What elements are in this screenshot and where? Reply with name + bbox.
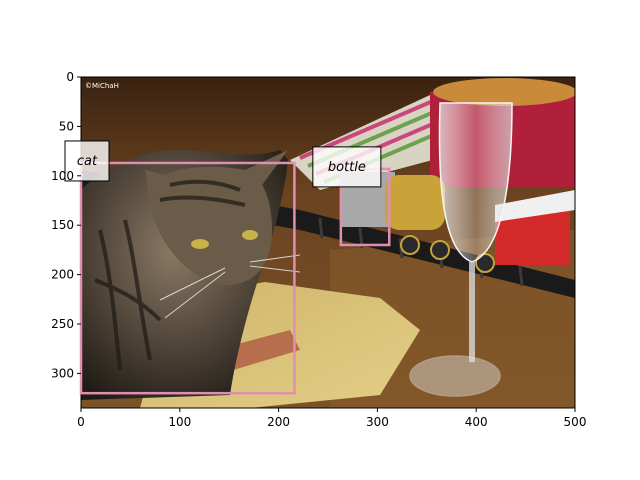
y-tick-label: 300	[51, 366, 74, 380]
bottle-label-box	[312, 146, 382, 188]
bottle-label: bottle	[328, 160, 366, 175]
train-boiler	[385, 175, 445, 230]
train-wheel	[430, 240, 450, 260]
red-box-top	[433, 78, 575, 106]
cat-stripes	[94, 179, 246, 371]
x-tick-label: 300	[366, 415, 389, 429]
cat-bounding-box	[79, 161, 296, 395]
detection-overlays: cat bottle	[64, 140, 391, 395]
watermark: ©MiChaH	[85, 82, 119, 90]
y-tick-label: 200	[51, 268, 74, 282]
y-tick-label: 250	[51, 317, 74, 331]
cat-label-box	[64, 140, 110, 182]
x-axis: 0 100 200 300 400 500	[77, 408, 586, 429]
glass-stem	[469, 262, 475, 362]
train-wheel	[475, 253, 495, 273]
x-tick-label: 100	[168, 415, 191, 429]
cat-label: cat	[77, 154, 98, 169]
x-tick-label: 200	[267, 415, 290, 429]
glass-base	[409, 355, 501, 397]
y-axis: 0 50 100 150 200 250 300	[51, 70, 81, 380]
y-tick-label: 50	[59, 119, 74, 133]
y-tick-label: 0	[66, 70, 74, 84]
y-tick-label: 150	[51, 218, 74, 232]
y-tick-label: 100	[51, 169, 74, 183]
cat-eye	[191, 239, 209, 249]
train-wheel	[400, 235, 420, 255]
cat-eye	[242, 230, 258, 240]
cat-whiskers	[159, 254, 301, 319]
champagne-glass	[438, 102, 513, 263]
train-roof	[495, 190, 575, 222]
x-tick-label: 400	[465, 415, 488, 429]
x-tick-label: 0	[77, 415, 85, 429]
x-tick-label: 500	[564, 415, 587, 429]
photo: ©MiChaH	[81, 77, 575, 408]
